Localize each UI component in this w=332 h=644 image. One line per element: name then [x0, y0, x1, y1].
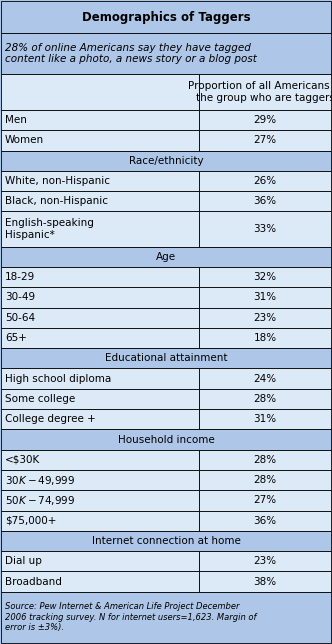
Bar [199, 409, 331, 430]
Text: <$30K: <$30K [5, 455, 40, 465]
Text: 31%: 31% [253, 292, 277, 303]
Bar [199, 211, 331, 247]
Bar [199, 191, 331, 211]
Bar [199, 73, 331, 110]
Bar [1, 328, 199, 348]
Bar [1, 470, 199, 490]
Bar [1, 571, 199, 592]
Bar [1, 368, 199, 389]
Bar [199, 470, 331, 490]
Text: Dial up: Dial up [5, 556, 42, 566]
Bar [199, 171, 331, 191]
Text: 18-29: 18-29 [5, 272, 35, 282]
Text: Some college: Some college [5, 394, 75, 404]
Bar [199, 267, 331, 287]
Bar [199, 571, 331, 592]
Text: 28% of online Americans say they have tagged
content like a photo, a news story : 28% of online Americans say they have ta… [5, 43, 257, 64]
Text: 33%: 33% [253, 224, 277, 234]
Text: 65+: 65+ [5, 333, 27, 343]
Bar [1, 531, 331, 551]
Text: 50-64: 50-64 [5, 313, 35, 323]
Bar [1, 592, 331, 643]
Text: 28%: 28% [253, 455, 277, 465]
Text: $30K-$49,999: $30K-$49,999 [5, 473, 75, 487]
Bar [1, 130, 199, 151]
Text: 28%: 28% [253, 475, 277, 485]
Text: 30-49: 30-49 [5, 292, 35, 303]
Text: 29%: 29% [253, 115, 277, 125]
Text: 23%: 23% [253, 556, 277, 566]
Text: 18%: 18% [253, 333, 277, 343]
Bar [1, 171, 199, 191]
Bar [1, 33, 331, 73]
Bar [1, 1, 331, 33]
Bar [199, 450, 331, 470]
Text: Black, non-Hispanic: Black, non-Hispanic [5, 196, 108, 206]
Text: 24%: 24% [253, 374, 277, 384]
Text: Proportion of all Americans in
the group who are taggers: Proportion of all Americans in the group… [188, 81, 332, 102]
Bar [1, 191, 199, 211]
Bar [199, 110, 331, 130]
Text: Women: Women [5, 135, 44, 146]
Bar [199, 490, 331, 511]
Bar [1, 110, 199, 130]
Text: High school diploma: High school diploma [5, 374, 111, 384]
Bar [1, 450, 199, 470]
Bar [1, 409, 199, 430]
Bar [1, 490, 199, 511]
Text: Men: Men [5, 115, 27, 125]
Text: 28%: 28% [253, 394, 277, 404]
Bar [1, 211, 199, 247]
Bar [1, 389, 199, 409]
Text: Demographics of Taggers: Demographics of Taggers [82, 10, 250, 24]
Bar [1, 287, 199, 308]
Text: Source: Pew Internet & American Life Project December
2006 tracking survey. N fo: Source: Pew Internet & American Life Pro… [5, 603, 257, 632]
Text: 27%: 27% [253, 495, 277, 506]
Bar [199, 368, 331, 389]
Text: English-speaking
Hispanic*: English-speaking Hispanic* [5, 218, 94, 240]
Text: 31%: 31% [253, 414, 277, 424]
Text: Race/ethnicity: Race/ethnicity [129, 156, 203, 166]
Text: 23%: 23% [253, 313, 277, 323]
Bar [199, 551, 331, 571]
Text: Internet connection at home: Internet connection at home [92, 536, 240, 546]
Bar [1, 73, 199, 110]
Bar [199, 511, 331, 531]
Text: $75,000+: $75,000+ [5, 516, 56, 526]
Text: 38%: 38% [253, 576, 277, 587]
Bar [1, 511, 199, 531]
Text: White, non-Hispanic: White, non-Hispanic [5, 176, 110, 186]
Bar [199, 287, 331, 308]
Text: Household income: Household income [118, 435, 214, 444]
Text: Broadband: Broadband [5, 576, 62, 587]
Bar [1, 551, 199, 571]
Text: 26%: 26% [253, 176, 277, 186]
Bar [199, 308, 331, 328]
Bar [1, 267, 199, 287]
Text: $50K-$74,999: $50K-$74,999 [5, 494, 75, 507]
Bar [1, 308, 199, 328]
Bar [1, 247, 331, 267]
Text: 32%: 32% [253, 272, 277, 282]
Bar [199, 389, 331, 409]
Text: College degree +: College degree + [5, 414, 96, 424]
Text: 36%: 36% [253, 516, 277, 526]
Text: 36%: 36% [253, 196, 277, 206]
Text: Age: Age [156, 252, 176, 262]
Text: Educational attainment: Educational attainment [105, 354, 227, 363]
Bar [1, 430, 331, 450]
Bar [1, 348, 331, 368]
Text: 27%: 27% [253, 135, 277, 146]
Bar [1, 151, 331, 171]
Bar [199, 130, 331, 151]
Bar [199, 328, 331, 348]
